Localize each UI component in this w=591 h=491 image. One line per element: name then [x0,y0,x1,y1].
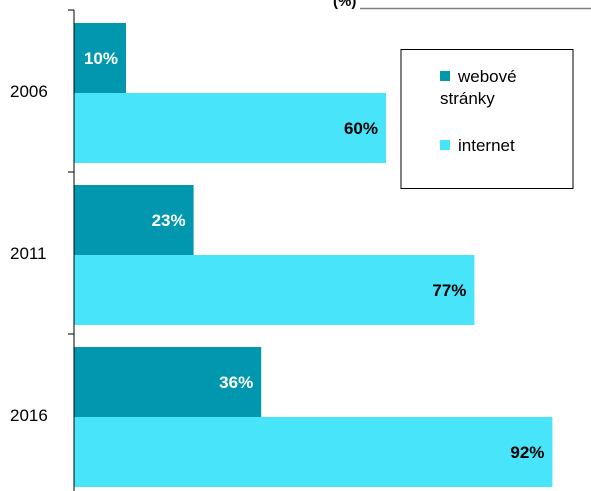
category-label-2011: 2011 [10,244,47,263]
data-label-internet-2016: 92% [510,443,544,462]
bar-internet-2016 [74,417,553,487]
category-label-2016: 2016 [10,406,48,425]
bars-layer [74,23,553,487]
bar-internet-2011 [74,255,475,325]
bar-webove-stranky-2011 [74,185,194,255]
data-label-internet-2011: 77% [432,281,466,300]
legend: webové stránky internet [400,49,574,189]
bar-webove-stranky-2006 [74,23,126,93]
y-axis: 2006 2011 2016 [10,9,75,491]
bar-webove-stranky-2016 [74,347,262,417]
data-label-webove-stranky-2016: 36% [219,373,253,392]
data-label-webove-stranky-2006: 10% [84,49,118,68]
category-label-2006: 2006 [10,82,48,101]
bar-labels-layer: 10% 60% 23% 77% 36% 92% [84,49,544,462]
legend-swatch-webove-stranky [440,71,450,81]
legend-label-internet: internet [458,136,515,155]
bar-internet-2006 [74,93,386,163]
data-label-internet-2006: 60% [344,119,378,138]
legend-box [400,49,574,189]
legend-label-webove-stranky: webové stránky [440,67,517,108]
legend-swatch-internet [440,140,450,150]
chart-title: (%) [333,0,356,10]
data-label-webove-stranky-2011: 23% [152,211,186,230]
